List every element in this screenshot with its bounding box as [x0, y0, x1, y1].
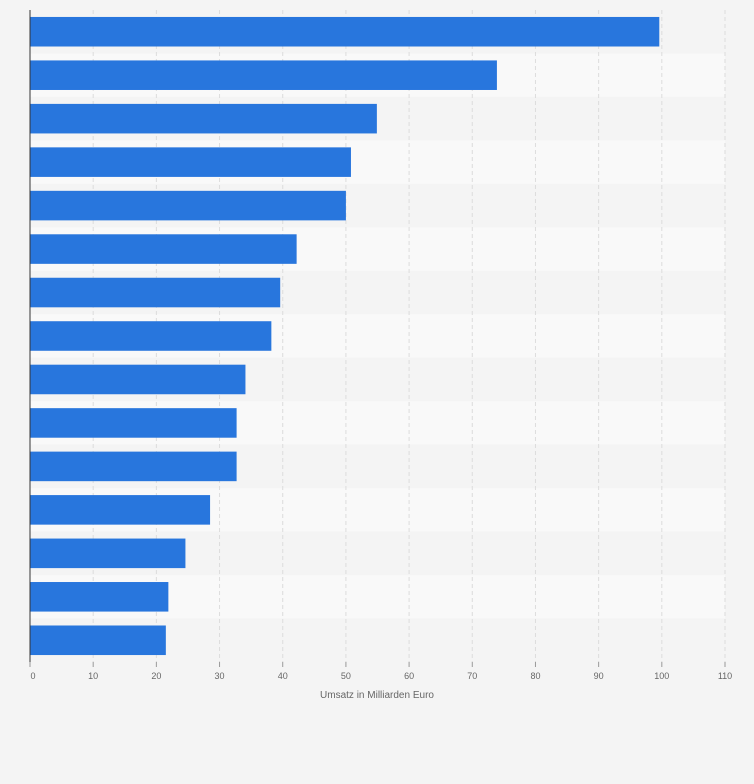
bar	[30, 625, 166, 656]
x-tick-label: 60	[404, 671, 414, 681]
bar	[30, 321, 272, 351]
bar	[30, 190, 346, 221]
x-tick-label: 100	[654, 671, 669, 681]
bar	[30, 147, 351, 177]
bar	[30, 234, 297, 264]
bar	[30, 60, 497, 90]
bar	[30, 495, 211, 525]
bar	[30, 538, 186, 569]
x-tick-label: 50	[341, 671, 351, 681]
bar	[30, 103, 377, 134]
bar	[30, 16, 660, 47]
x-tick-label: 80	[530, 671, 540, 681]
x-tick-label: 70	[467, 671, 477, 681]
x-tick-labels: 0 10 20 30 40 50 60 70 80 90 100 110	[29, 662, 732, 681]
bars	[30, 16, 660, 656]
bar	[30, 582, 169, 612]
x-axis-title: Umsatz in Milliarden Euro	[320, 690, 434, 701]
x-tick-label: 0	[30, 671, 35, 681]
x-tick-label: 40	[278, 671, 288, 681]
x-tick-label: 10	[88, 671, 98, 681]
bar	[30, 277, 281, 308]
x-tick-label: 90	[594, 671, 604, 681]
x-tick-label: 20	[151, 671, 161, 681]
bar	[30, 364, 246, 395]
x-tick-label: 110	[718, 671, 732, 681]
x-tick-label: 30	[215, 671, 225, 681]
bar	[30, 408, 237, 438]
bar	[30, 451, 237, 482]
